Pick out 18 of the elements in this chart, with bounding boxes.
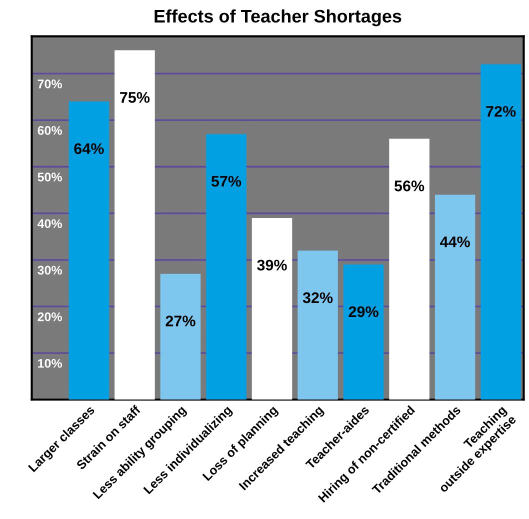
data-label: 29% bbox=[348, 306, 378, 318]
data-label: 64% bbox=[74, 143, 104, 154]
data-label: 32% bbox=[302, 292, 333, 304]
data-label: 39% bbox=[257, 260, 287, 271]
data-label: 72% bbox=[486, 106, 516, 117]
y-tick-label: 70% bbox=[38, 79, 62, 88]
data-label: 57% bbox=[211, 176, 242, 187]
y-tick-label: 30% bbox=[38, 266, 62, 275]
y-tick-label: 50% bbox=[38, 172, 62, 182]
y-tick-label: 10% bbox=[38, 358, 62, 368]
data-label: 75% bbox=[120, 92, 150, 103]
data-label: 27% bbox=[166, 316, 196, 326]
y-tick-label: 20% bbox=[38, 312, 62, 322]
data-label: 56% bbox=[394, 180, 424, 192]
y-tick-label: 60% bbox=[38, 126, 62, 135]
y-tick-label: 40% bbox=[37, 219, 62, 228]
chart-title: Effects of Teacher Shortages bbox=[154, 9, 402, 26]
data-label: 44% bbox=[440, 236, 470, 248]
